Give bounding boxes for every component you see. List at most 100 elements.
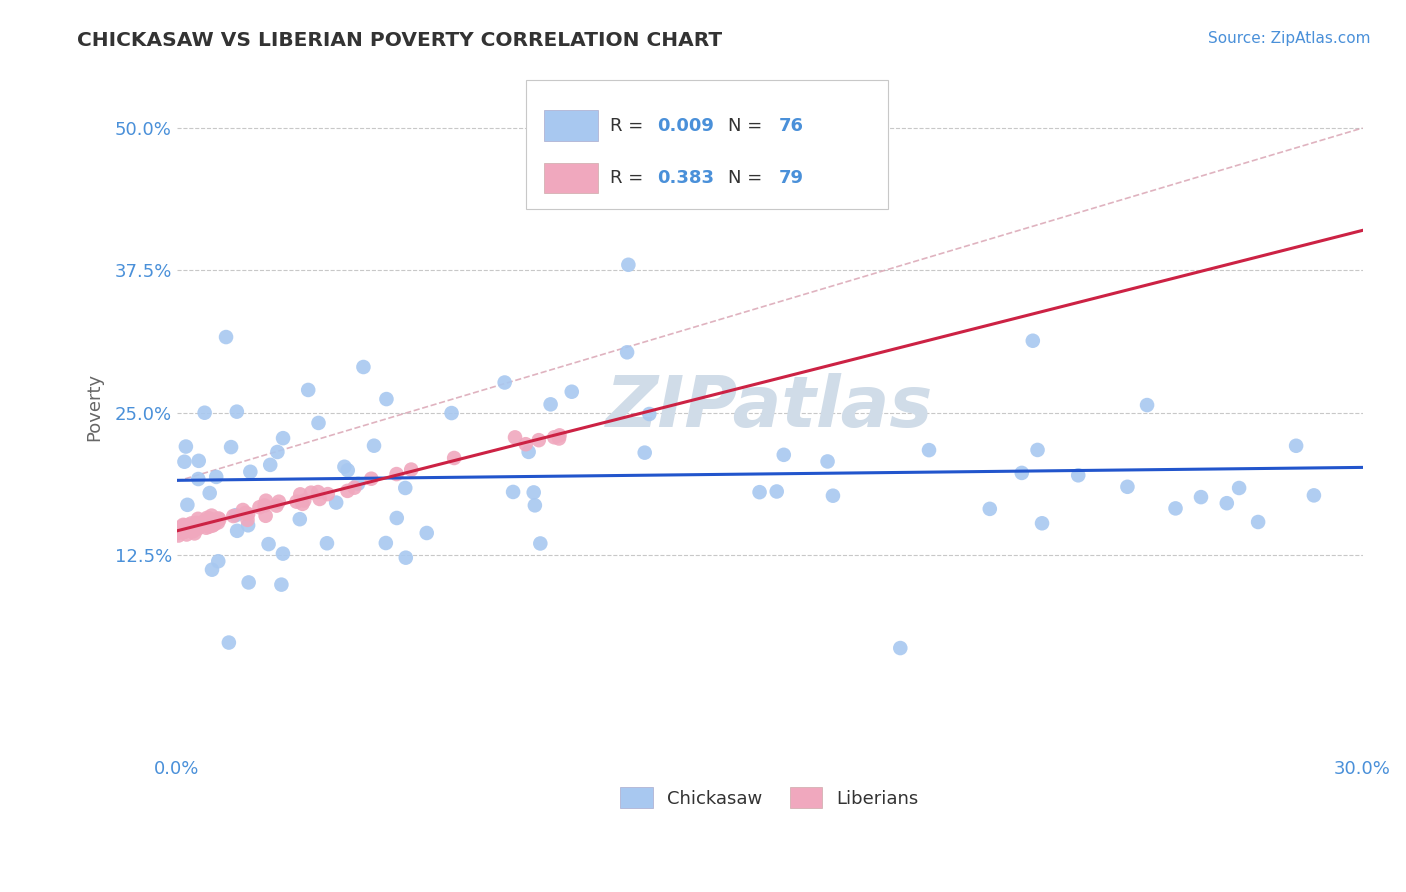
Point	[765, 484, 787, 499]
Point	[748, 485, 770, 500]
Point	[617, 258, 640, 272]
Point	[236, 507, 259, 521]
Point	[176, 521, 198, 535]
Point	[225, 508, 247, 523]
Text: Source: ZipAtlas.com: Source: ZipAtlas.com	[1208, 31, 1371, 46]
Point	[173, 524, 195, 539]
Point	[176, 518, 198, 533]
Point	[385, 467, 408, 481]
Point	[173, 520, 195, 534]
Point	[190, 517, 212, 532]
Point	[347, 476, 370, 491]
Point	[208, 512, 231, 526]
Point	[266, 499, 288, 513]
Point	[523, 499, 546, 513]
Point	[254, 493, 277, 508]
Point	[308, 416, 330, 430]
Point	[180, 516, 202, 531]
Point	[292, 493, 315, 508]
Point	[821, 489, 844, 503]
Point	[207, 516, 229, 530]
Point	[235, 506, 257, 520]
Point	[503, 430, 526, 444]
Point	[226, 524, 249, 538]
Point	[187, 512, 209, 526]
Point	[236, 518, 259, 533]
Point	[187, 472, 209, 486]
Point	[202, 517, 225, 532]
Text: 76: 76	[779, 117, 804, 135]
Point	[172, 517, 194, 532]
FancyBboxPatch shape	[544, 111, 598, 141]
Point	[194, 514, 217, 528]
Point	[193, 516, 215, 531]
Point	[207, 554, 229, 568]
Point	[195, 514, 218, 528]
Point	[167, 528, 190, 542]
Point	[195, 511, 218, 525]
Point	[548, 432, 571, 446]
Point	[184, 516, 207, 530]
Point	[232, 503, 254, 517]
Point	[184, 520, 207, 534]
Point	[166, 524, 188, 539]
Point	[205, 470, 228, 484]
Text: R =: R =	[610, 117, 648, 135]
Text: 0.383: 0.383	[657, 169, 714, 186]
Point	[360, 472, 382, 486]
Point	[1216, 496, 1239, 510]
Point	[918, 443, 941, 458]
Point	[772, 448, 794, 462]
Point	[170, 519, 193, 533]
Point	[316, 487, 339, 501]
Point	[249, 500, 271, 515]
Point	[1302, 488, 1324, 502]
Point	[308, 491, 330, 506]
Point	[343, 481, 366, 495]
Point	[176, 520, 198, 534]
Point	[176, 523, 198, 537]
Point	[352, 359, 374, 374]
Point	[174, 440, 197, 454]
Y-axis label: Poverty: Poverty	[86, 373, 103, 442]
Point	[385, 511, 408, 525]
Text: CHICKASAW VS LIBERIAN POVERTY CORRELATION CHART: CHICKASAW VS LIBERIAN POVERTY CORRELATIO…	[77, 31, 723, 50]
Point	[167, 526, 190, 541]
Point	[1227, 481, 1250, 495]
Point	[290, 487, 312, 501]
FancyBboxPatch shape	[544, 162, 598, 193]
Point	[183, 518, 205, 533]
Text: N =: N =	[728, 117, 768, 135]
Point	[266, 445, 288, 459]
Point	[1031, 516, 1053, 531]
Point	[375, 392, 398, 406]
Point	[259, 458, 281, 472]
Point	[527, 433, 550, 447]
Point	[190, 516, 212, 530]
Point	[634, 445, 657, 459]
Point	[238, 575, 260, 590]
Point	[186, 522, 208, 536]
Point	[817, 454, 839, 468]
Point	[299, 485, 322, 500]
Point	[172, 520, 194, 534]
Point	[297, 383, 319, 397]
Point	[1247, 515, 1270, 529]
Point	[1022, 334, 1045, 348]
Legend: Chickasaw, Liberians: Chickasaw, Liberians	[613, 780, 927, 815]
Point	[1116, 480, 1139, 494]
Point	[394, 481, 416, 495]
Point	[325, 495, 347, 509]
Point	[271, 431, 294, 445]
Point	[201, 508, 224, 523]
Point	[219, 440, 242, 454]
Point	[173, 455, 195, 469]
Point	[616, 345, 638, 359]
Point	[529, 536, 551, 550]
Point	[288, 512, 311, 526]
Point	[204, 516, 226, 530]
Point	[187, 521, 209, 535]
Point	[201, 563, 224, 577]
Point	[254, 508, 277, 523]
Point	[336, 483, 359, 498]
